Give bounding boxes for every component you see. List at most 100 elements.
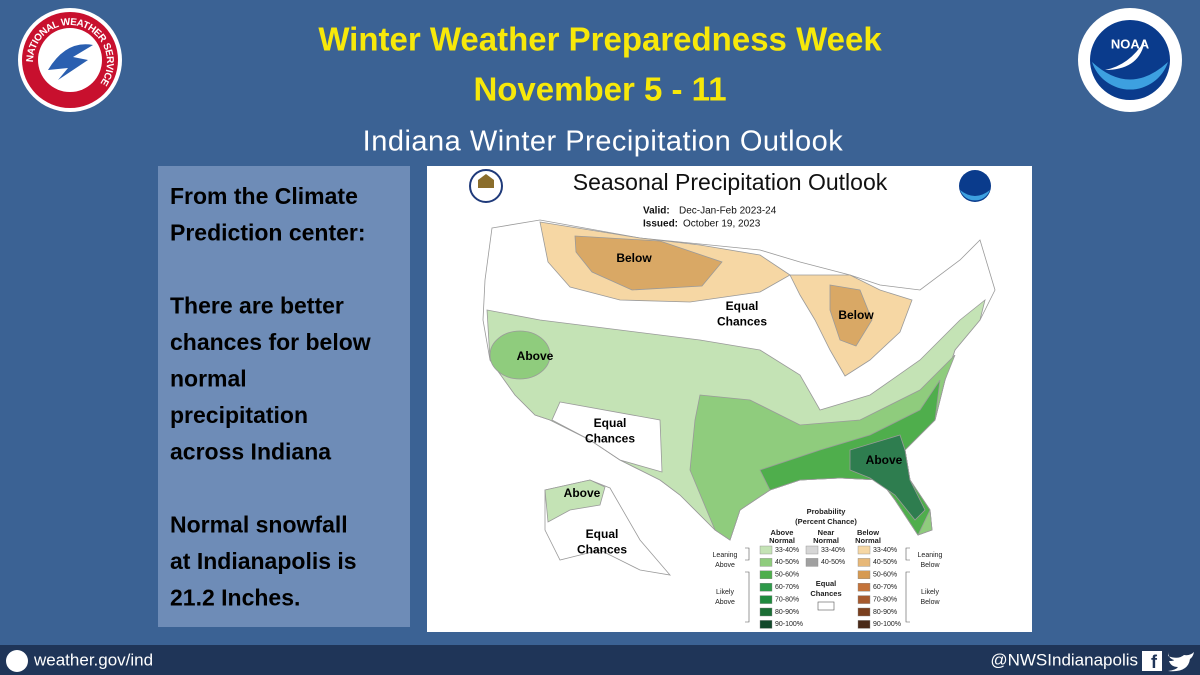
noaa-small — [959, 170, 991, 202]
region-label: Above — [564, 486, 601, 500]
valid: Dec-Jan-Feb 2023-24 — [679, 206, 777, 217]
sidebar: From the Climate Prediction center: There … — [170, 183, 371, 611]
legend-side-label: Below — [920, 562, 940, 569]
legend-column: Above — [771, 528, 794, 537]
legend-swatch — [805, 545, 819, 555]
footer-bar — [0, 645, 1200, 675]
region-label: Equal — [586, 527, 619, 541]
legend-swatch — [857, 620, 871, 629]
region-label: Above — [866, 453, 903, 467]
region-label: Above — [517, 349, 554, 363]
sidebar-line: Normal snowfall — [170, 512, 348, 538]
map-title: Seasonal Precipitation Outlook — [573, 169, 888, 195]
equal-sw — [551, 401, 663, 473]
legend-swatch — [817, 601, 835, 611]
legend-side-label: Above — [715, 562, 735, 569]
title: Winter Weather Preparedness Week — [318, 21, 882, 58]
issued-label: Issued: — [643, 219, 678, 230]
sidebar-line: There are better — [170, 293, 344, 319]
legend-column: Near — [818, 528, 835, 537]
sidebar-line: at Indianapolis is — [170, 548, 357, 574]
legend-side-label: Leaning — [918, 552, 943, 559]
legend-label: 90-100% — [873, 621, 901, 628]
legend-label: 33-40% — [775, 547, 799, 554]
region-labels: Below Equal Chances Below Above Equal Chances A… — [517, 251, 903, 557]
legend-swatch — [759, 570, 773, 579]
region-label: Chances — [585, 432, 635, 446]
below-lakes-dark — [829, 284, 873, 347]
legend-swatch — [857, 583, 871, 592]
doc-eagle — [478, 174, 494, 188]
facebook-glyph: f — [1151, 652, 1158, 672]
legend-swatch — [857, 607, 871, 617]
legend-label: 60-70% — [775, 584, 799, 591]
alaska-above — [544, 479, 606, 523]
map — [482, 219, 996, 576]
region-label: Equal — [594, 416, 627, 430]
sidebar-line: across Indiana — [170, 439, 331, 465]
twitter-icon[interactable] — [1168, 652, 1194, 672]
above-california — [489, 330, 551, 380]
legend-label: 80-90% — [775, 609, 799, 616]
sidebar-line: Prediction center: — [170, 220, 366, 246]
region-label: Equal — [726, 299, 759, 313]
legend-bracket — [905, 547, 910, 623]
legend-label: 40-50% — [821, 559, 845, 566]
legend-swatch — [759, 583, 773, 592]
valid-label: Valid: — [643, 206, 670, 217]
legend-side-label: Leaning — [713, 552, 738, 559]
legend-title: Probability — [807, 507, 847, 516]
legend-swatch — [857, 545, 871, 555]
legend-column: Normal — [855, 536, 881, 545]
legend-side-label: Equal — [816, 579, 836, 588]
region-label: Below — [838, 308, 874, 322]
legend-label: 40-50% — [873, 559, 897, 566]
noaa-bird — [1105, 40, 1145, 70]
sidebar-line: normal — [170, 366, 247, 392]
legend-swatch — [759, 595, 773, 604]
legend-side-label: Likely — [921, 589, 939, 596]
legend-swatch — [805, 558, 819, 567]
sidebar-line: From the Climate — [170, 183, 358, 209]
subtitle: Indiana Winter Precipitation Outlook — [363, 126, 844, 158]
legend-side-label: Below — [920, 599, 940, 606]
sidebar-line: chances for below — [170, 329, 371, 355]
sidebar-line: 21.2 Inches. — [170, 585, 300, 611]
legend-swatch — [759, 620, 773, 629]
website: weather.gov/ind — [33, 650, 153, 669]
region-label: Below — [616, 251, 652, 265]
noaa-small-water — [960, 190, 990, 201]
legend-label: 90-100% — [775, 621, 803, 628]
region-label: Chances — [577, 543, 627, 557]
legend-column: Below — [857, 528, 879, 537]
above-mid — [689, 354, 956, 541]
issued: October 19, 2023 — [683, 219, 761, 230]
sidebar-line: precipitation — [170, 402, 308, 428]
handle: @NWSIndianapolis — [990, 650, 1138, 669]
below-north-dark — [574, 235, 723, 291]
legend-swatch — [857, 595, 871, 604]
legend-column: Normal — [813, 536, 839, 545]
legend-bracket — [745, 547, 750, 623]
facebook-icon[interactable] — [1142, 651, 1162, 671]
legend-label: 70-80% — [873, 596, 897, 603]
above-darkest — [849, 434, 926, 521]
legend-label: 33-40% — [873, 547, 897, 554]
legend-side-label: Likely — [716, 589, 734, 596]
legend-label: 80-90% — [873, 609, 897, 616]
footer-logo — [6, 650, 28, 672]
legend-label: 70-80% — [775, 596, 799, 603]
legend-column: Normal — [769, 536, 795, 545]
noaa-water — [1092, 62, 1168, 90]
legend-swatch — [759, 545, 773, 555]
legend-swatch — [857, 570, 871, 579]
noaa-label: NOAA — [1111, 36, 1150, 51]
dates: November 5 - 11 — [473, 71, 726, 108]
legend-side-label: Chances — [810, 589, 841, 598]
legend-title: (Percent Chance) — [795, 517, 857, 526]
region-label: Chances — [717, 315, 767, 329]
legend-swatch — [759, 558, 773, 567]
legend-label: 50-60% — [873, 572, 897, 579]
legend-swatch — [759, 607, 773, 617]
